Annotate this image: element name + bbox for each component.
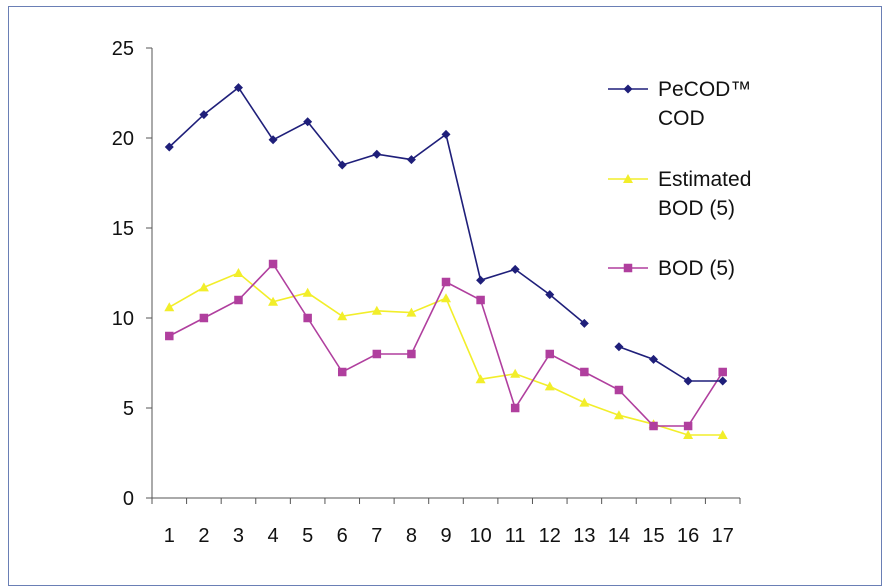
data-point: [372, 349, 382, 359]
x-tick-label: 2: [198, 525, 209, 547]
data-point: [510, 403, 520, 413]
legend-label: BOD (5): [658, 197, 735, 220]
x-tick-label: 13: [573, 525, 595, 547]
x-tick-label: 9: [440, 525, 451, 547]
series-pecod-cod: [164, 83, 728, 386]
legend-marker: [623, 263, 633, 273]
legend-entry: BOD (5): [608, 257, 735, 280]
data-point: [545, 290, 555, 300]
y-tick-label: 10: [112, 308, 134, 330]
chart-axes: [151, 48, 740, 499]
data-point: [337, 311, 348, 321]
y-tick-label: 0: [123, 488, 134, 510]
data-point: [441, 277, 451, 287]
data-point: [372, 149, 382, 159]
legend-marker: [623, 84, 633, 94]
x-axis-ticks: 1 2 3 4 5 6 7 8 9 10 11 12 13 14 15 16 17: [151, 498, 741, 547]
y-tick-label: 5: [123, 398, 134, 420]
chart-series: [164, 83, 728, 439]
data-point: [268, 135, 278, 145]
data-point: [510, 264, 520, 274]
x-tick-label: 17: [712, 525, 734, 547]
x-tick-label: 1: [164, 525, 175, 547]
data-point: [579, 318, 589, 328]
data-point: [234, 295, 243, 305]
data-point: [406, 155, 416, 165]
data-point: [718, 367, 727, 377]
x-tick-label: 7: [371, 525, 382, 547]
x-tick-label: 16: [677, 525, 699, 547]
x-tick-label: 5: [302, 525, 313, 547]
chart-legend: PeCOD™ COD Estimated BOD (5) BOD (5): [608, 78, 751, 280]
data-point: [683, 376, 693, 386]
data-point: [544, 381, 555, 391]
x-tick-label: 15: [642, 525, 664, 547]
data-point: [303, 313, 312, 323]
x-tick-label: 4: [267, 525, 278, 547]
legend-entry: PeCOD™ COD: [608, 78, 751, 130]
data-point: [510, 368, 521, 378]
data-point: [683, 430, 694, 439]
legend-label: BOD (5): [658, 257, 735, 280]
data-point: [475, 374, 486, 384]
x-tick-label: 14: [608, 525, 630, 547]
series-line: [168, 262, 724, 427]
data-point: [406, 307, 417, 317]
series-bod-5: [165, 259, 727, 431]
data-point: [476, 295, 485, 305]
x-tick-label: 12: [539, 525, 561, 547]
data-point: [441, 129, 451, 139]
data-point: [337, 160, 347, 170]
y-axis-ticks: 0 5 10 15 20 25: [112, 38, 152, 510]
legend-label: PeCOD™: [658, 78, 751, 101]
data-point: [476, 275, 486, 285]
y-tick-label: 20: [112, 128, 134, 150]
data-point: [407, 349, 416, 359]
data-point: [649, 421, 658, 431]
x-tick-label: 3: [233, 525, 244, 547]
data-point: [199, 110, 209, 120]
data-point: [441, 293, 451, 303]
data-point: [683, 421, 693, 431]
data-point: [233, 268, 244, 277]
y-tick-label: 15: [112, 218, 134, 240]
data-point: [165, 331, 174, 341]
data-point: [613, 410, 624, 420]
data-point: [649, 354, 659, 364]
data-point: [614, 385, 624, 395]
x-tick-label: 6: [337, 525, 348, 547]
data-point: [233, 83, 243, 93]
data-point: [580, 367, 589, 377]
series-estimated-bod-5: [164, 268, 728, 439]
data-point: [268, 296, 279, 306]
legend-label: COD: [658, 107, 705, 130]
data-point: [302, 287, 313, 297]
x-tick-label: 10: [469, 525, 491, 547]
data-point: [545, 349, 555, 359]
data-point: [718, 376, 728, 386]
data-point: [579, 397, 590, 407]
data-point: [614, 342, 624, 352]
y-tick-label: 25: [112, 38, 134, 60]
data-point: [371, 305, 382, 315]
data-point: [717, 430, 728, 439]
data-point: [164, 142, 174, 152]
x-tick-label: 11: [505, 525, 526, 547]
data-point: [164, 302, 175, 312]
legend-label: Estimated: [658, 168, 751, 191]
data-point: [198, 282, 209, 292]
data-point: [199, 313, 209, 323]
legend-marker: [623, 174, 633, 183]
legend-entry: Estimated BOD (5): [608, 168, 751, 220]
x-tick-label: 8: [406, 525, 417, 547]
data-point: [337, 367, 347, 377]
data-point: [268, 259, 278, 269]
data-point: [303, 117, 313, 127]
